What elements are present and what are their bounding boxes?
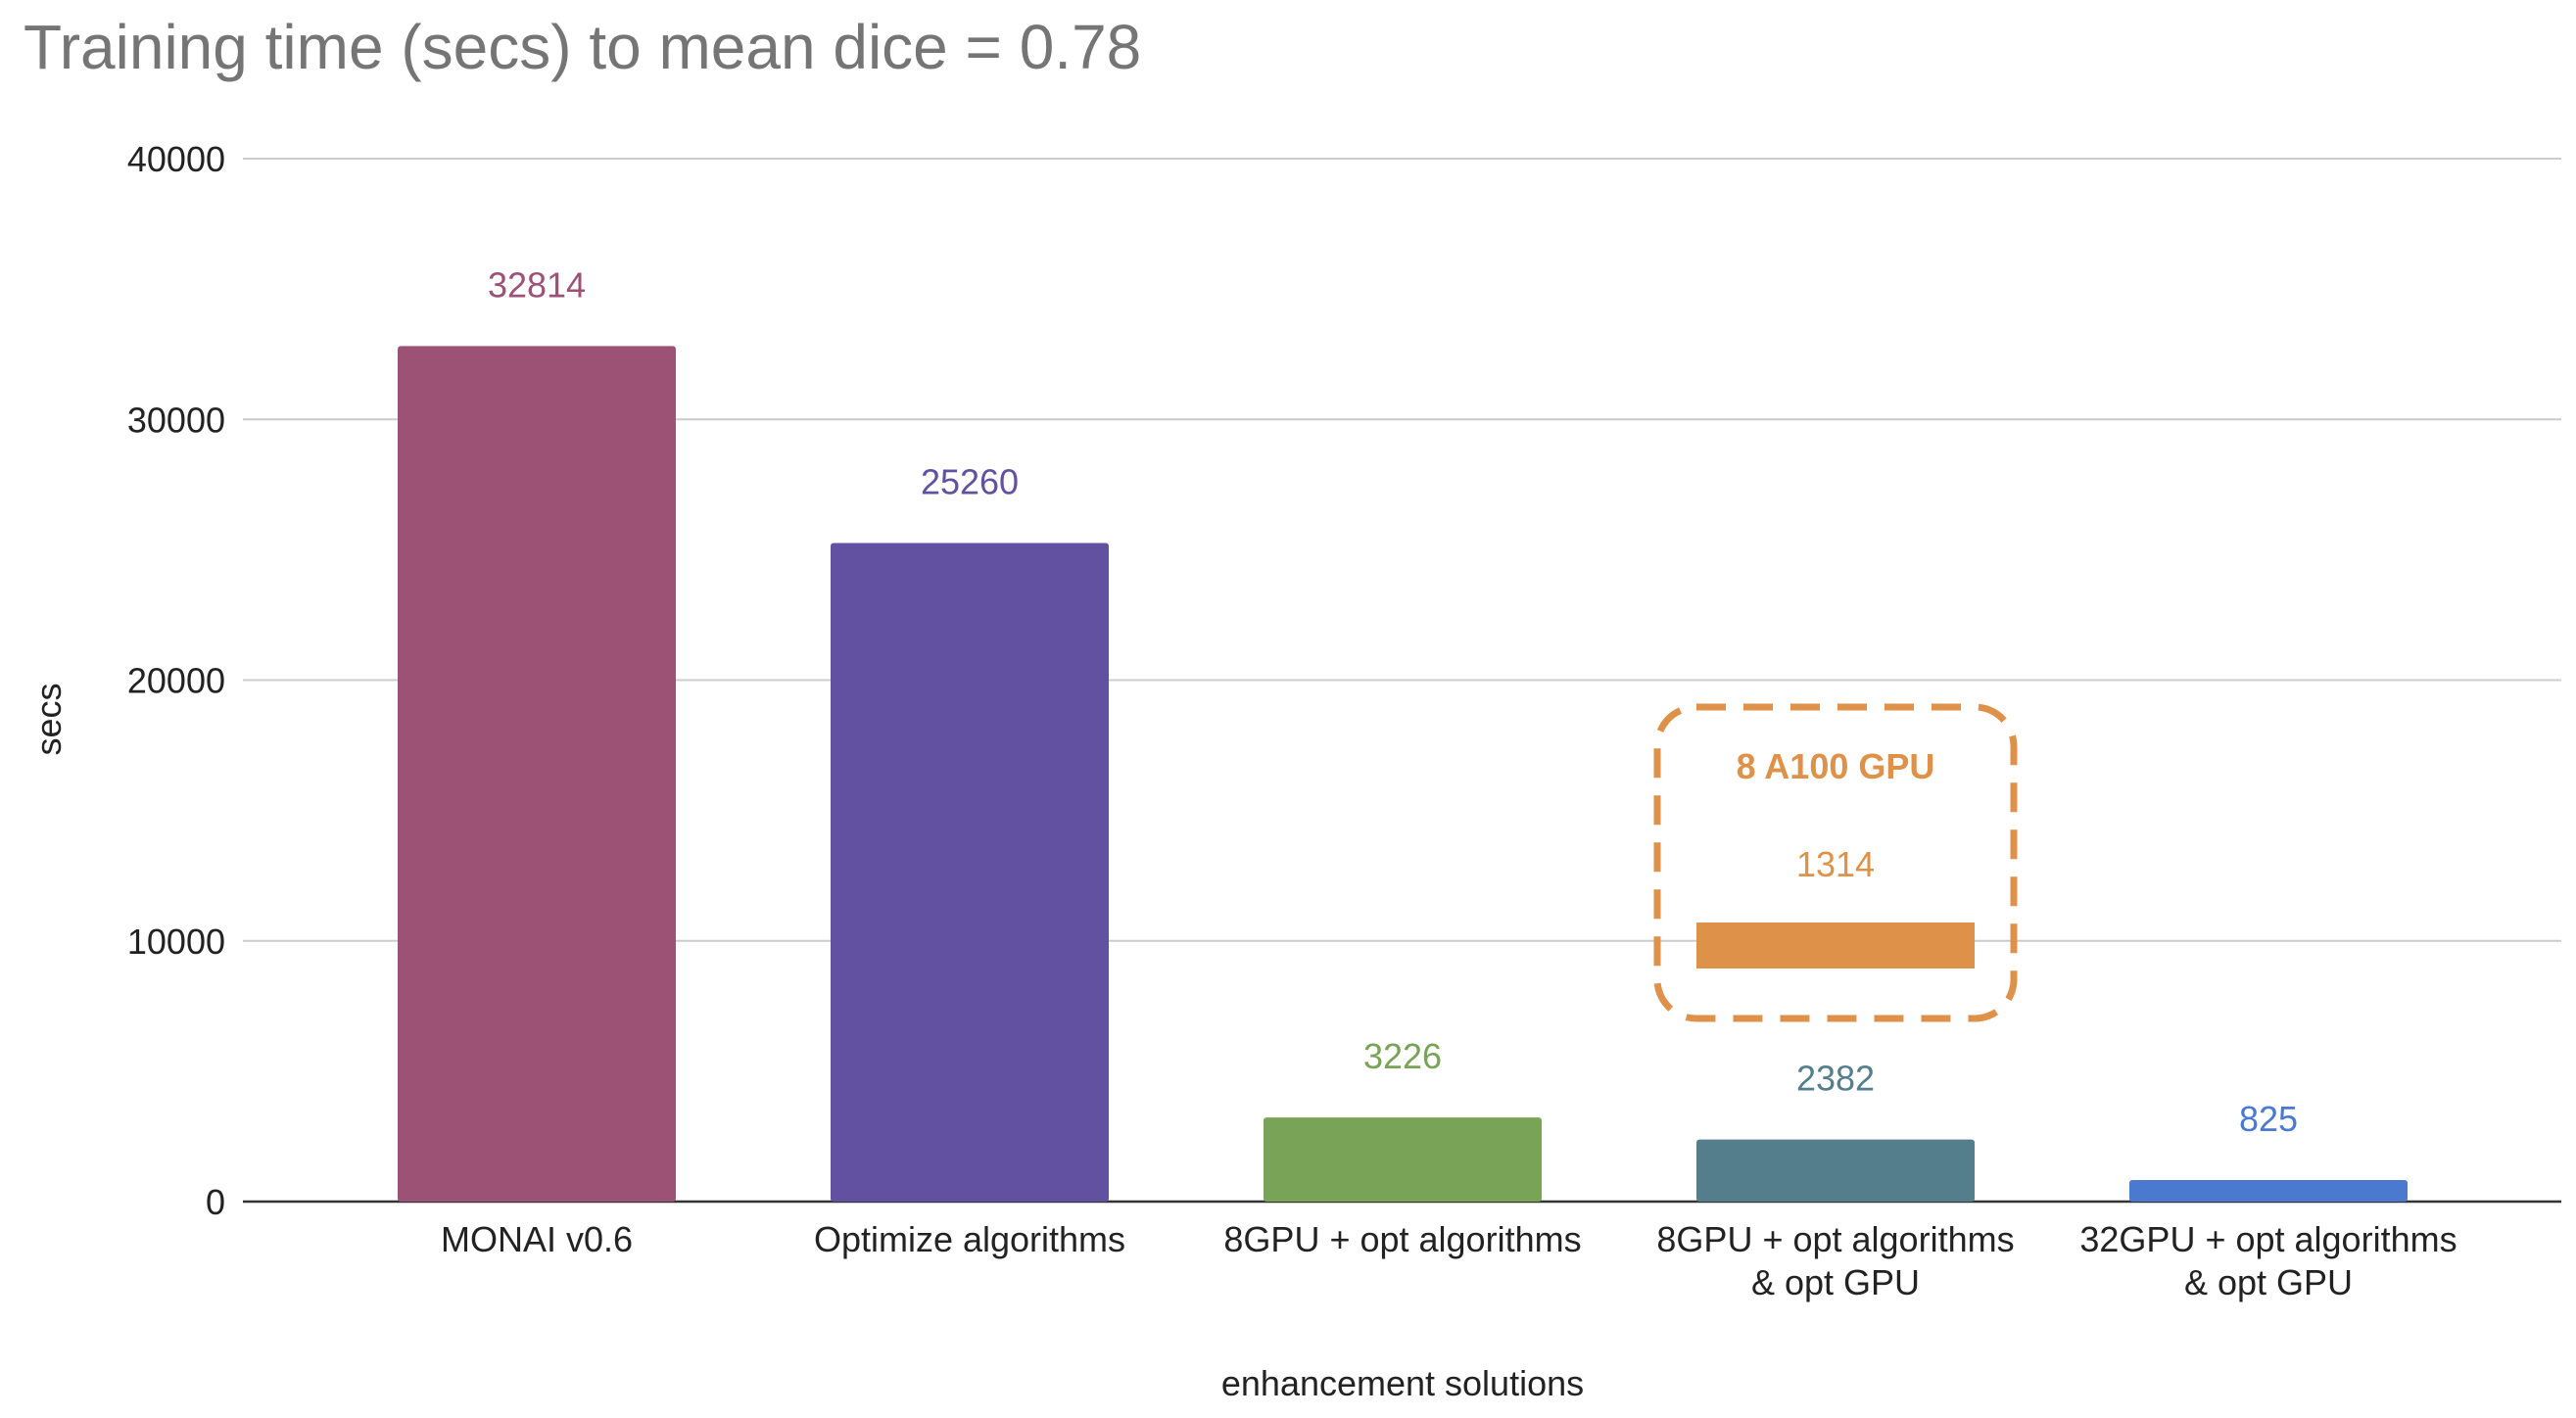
- y-tick-label: 10000: [127, 922, 225, 962]
- category-label-line: 8GPU + opt algorithms: [1656, 1219, 2014, 1259]
- category-label: 32GPU + opt algorithms & opt GPU: [2079, 1219, 2457, 1302]
- data-label: 2382: [1796, 1059, 1875, 1099]
- annotation-bar: [1696, 922, 1975, 969]
- category-label: 8GPU + opt algorithms & opt GPU: [1656, 1219, 2014, 1302]
- annotation-value-label: 1314: [1796, 844, 1875, 884]
- category-label-line: MONAI v0.6: [441, 1219, 633, 1259]
- x-axis-label: enhancement solutions: [1221, 1363, 1584, 1403]
- category-labels: MONAI v0.6 Optimize algorithms 8GPU + opt …: [441, 1219, 2457, 1302]
- category-label-line: 32GPU + opt algorithms: [2079, 1219, 2457, 1259]
- bar: [398, 346, 676, 1202]
- category-label: MONAI v0.6: [441, 1219, 633, 1259]
- category-label-line: Optimize algorithms: [814, 1219, 1125, 1259]
- y-tick-label: 0: [206, 1182, 225, 1222]
- chart-title: Training time (secs) to mean dice = 0.78: [24, 12, 1141, 82]
- bar: [2129, 1180, 2408, 1202]
- y-tick-label: 20000: [127, 661, 225, 701]
- category-label-line: & opt GPU: [2184, 1262, 2353, 1302]
- bar: [831, 543, 1109, 1202]
- category-label-line: 8GPU + opt algorithms: [1223, 1219, 1581, 1259]
- bar: [1264, 1117, 1542, 1202]
- data-label: 825: [2239, 1099, 2298, 1139]
- category-label: Optimize algorithms: [814, 1219, 1125, 1259]
- bar: [1696, 1139, 1975, 1202]
- data-label: 32814: [488, 264, 586, 305]
- category-label-line: & opt GPU: [1751, 1262, 1920, 1302]
- data-label: 3226: [1363, 1036, 1442, 1076]
- annotation: 8 A100 GPU 1314: [1653, 703, 2018, 1022]
- y-tick-label: 30000: [127, 400, 225, 440]
- data-labels: 32814 25260 3226 2382 825: [488, 264, 2298, 1139]
- annotation-title: 8 A100 GPU: [1737, 746, 1935, 786]
- y-axis-label: secs: [28, 683, 69, 755]
- y-axis-ticks: 0 10000 20000 30000 40000: [127, 139, 225, 1222]
- bars: [398, 346, 2408, 1202]
- annotation-box: [1653, 703, 2018, 1022]
- category-label: 8GPU + opt algorithms: [1223, 1219, 1581, 1259]
- data-label: 25260: [921, 461, 1019, 501]
- y-tick-label: 40000: [127, 139, 225, 179]
